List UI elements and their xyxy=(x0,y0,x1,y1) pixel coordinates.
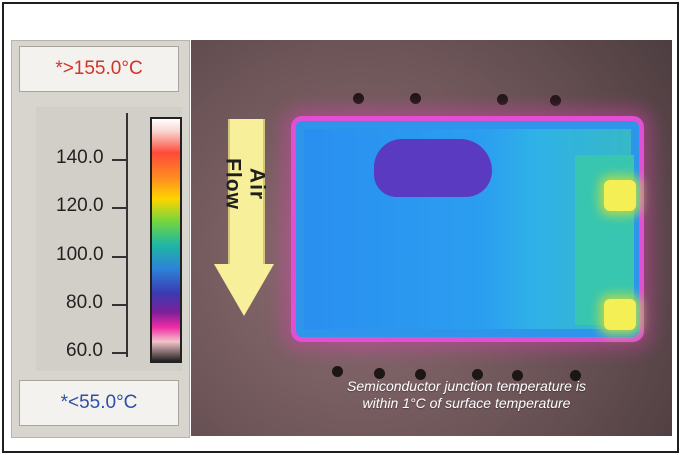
tick-label-60: 60.0 xyxy=(66,340,103,361)
mount-hole xyxy=(415,369,426,380)
plate-surface xyxy=(304,129,636,330)
mount-hole xyxy=(472,369,483,380)
temperature-scale-panel: *>155.0°C 140.0 120.0 100.0 80.0 60.0 *<… xyxy=(11,40,190,438)
tick-mark-60 xyxy=(112,352,126,354)
caption-line-2: within 1°C of surface temperature xyxy=(362,395,571,411)
image-caption: Semiconductor junction temperature is wi… xyxy=(314,378,619,412)
tick-mark-80 xyxy=(112,304,126,306)
min-temperature-readout: *<55.0°C xyxy=(19,380,179,426)
mount-hole xyxy=(410,93,421,104)
mount-hole xyxy=(512,370,523,381)
hot-zone-upper xyxy=(374,139,492,197)
color-scale-bar xyxy=(150,117,182,363)
heat-sink-plate xyxy=(296,121,639,337)
tick-label-80: 80.0 xyxy=(66,292,103,313)
mount-hole xyxy=(497,94,508,105)
mount-hole xyxy=(550,95,561,106)
tick-mark-120 xyxy=(112,207,126,209)
mount-hole xyxy=(353,93,364,104)
mount-hole xyxy=(332,366,343,377)
tick-label-120: 120.0 xyxy=(56,195,104,216)
mount-hole xyxy=(570,370,581,381)
hotspot-bottom xyxy=(604,299,636,330)
max-temperature-readout: *>155.0°C xyxy=(19,46,179,92)
thermal-image: Air Flow Semiconductor junction temperat… xyxy=(191,40,672,436)
tick-label-100: 100.0 xyxy=(56,244,104,265)
caption-line-1: Semiconductor junction temperature is xyxy=(347,378,586,394)
air-flow-arrow xyxy=(228,119,265,265)
tick-label-140: 140.0 xyxy=(56,147,104,168)
air-flow-arrowhead xyxy=(214,264,274,316)
tick-mark-140 xyxy=(112,159,126,161)
hotspot-top xyxy=(604,180,636,211)
mount-hole xyxy=(374,368,385,379)
air-flow-label: Air Flow xyxy=(221,158,269,210)
scale-axis xyxy=(126,113,128,357)
tick-mark-100 xyxy=(112,256,126,258)
